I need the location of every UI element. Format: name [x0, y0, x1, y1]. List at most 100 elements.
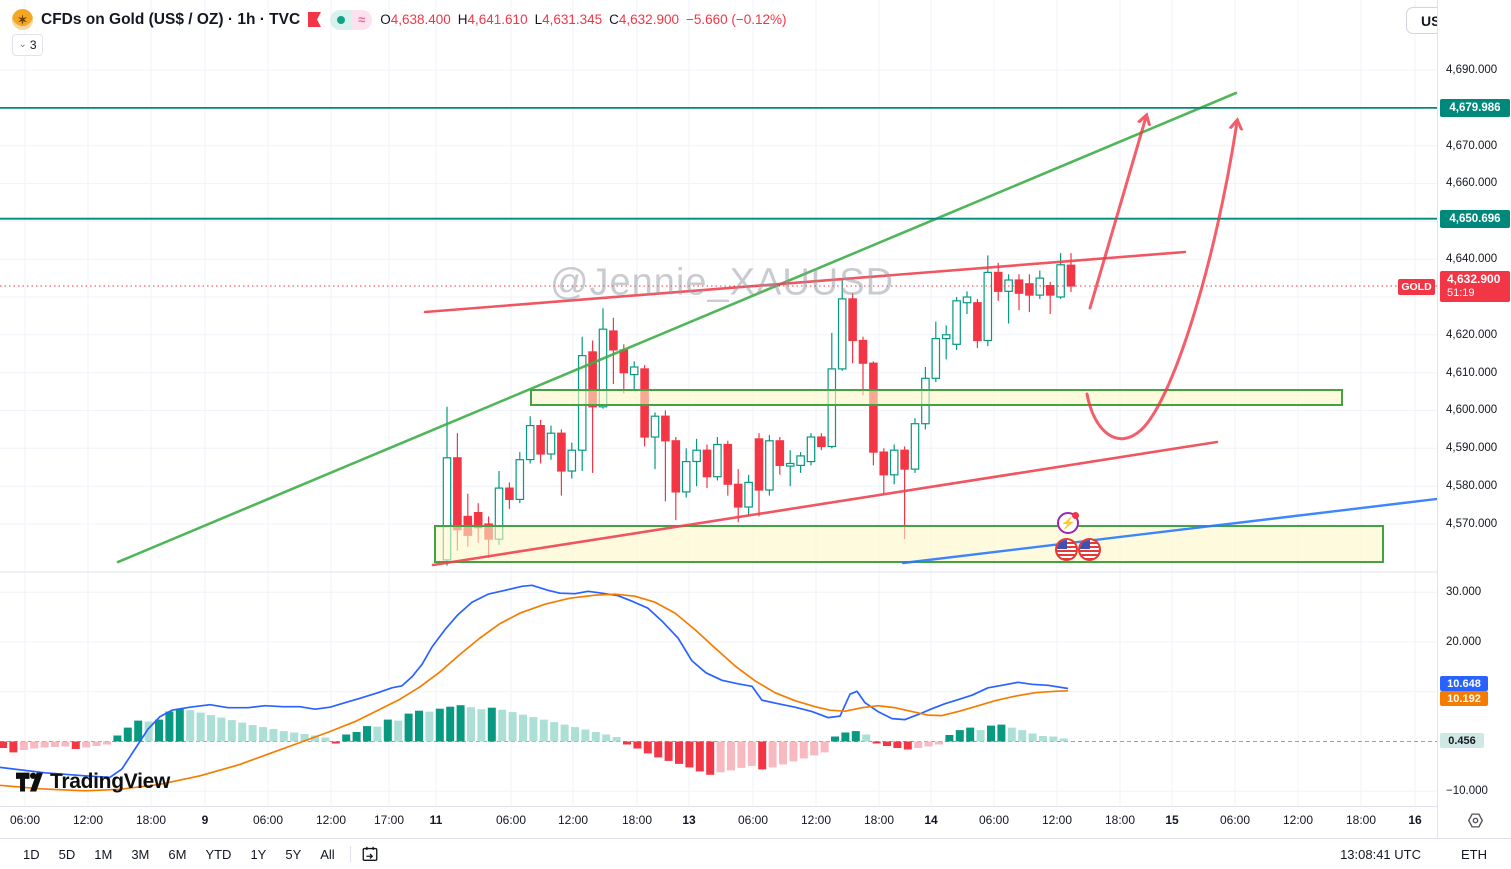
price-axis-label: 4,690.000 [1446, 64, 1498, 76]
candle [609, 330, 618, 351]
histogram-bar [227, 720, 236, 742]
range-button-3m[interactable]: 3M [131, 846, 150, 862]
market-status-pill[interactable]: ≈ [330, 9, 373, 30]
price-axis-label: 4,590.000 [1446, 442, 1498, 455]
price-axis-label: 4,640.000 [1446, 253, 1498, 266]
range-button-6m[interactable]: 6M [168, 846, 187, 862]
highlight-box[interactable] [434, 525, 1384, 563]
drawn-arrow[interactable] [1088, 117, 1146, 310]
tradingview-logo[interactable]: TradingView [16, 770, 170, 794]
histogram-bar [716, 741, 725, 773]
badge-price: 4,632.900 [1447, 272, 1501, 287]
open-label: O [380, 12, 391, 27]
time-axis[interactable]: 06:00 12:00 18:00 9 06:00 12:00 17:00 11 06:00 12… [0, 806, 1437, 839]
date-range-switcher: 1D 5D 1M 3M 6M YTD 1Y 5Y All [18, 844, 340, 865]
high-label: H [457, 12, 468, 27]
candle [931, 338, 941, 379]
price-axis-label: 4,580.000 [1446, 480, 1498, 493]
histogram-bar [248, 725, 257, 742]
candle [557, 432, 566, 472]
histogram-bar [352, 732, 361, 742]
highlight-box[interactable] [530, 389, 1343, 406]
histogram-bar [0, 741, 7, 748]
histogram-bar [123, 727, 132, 742]
price-level-badge: 4,679.986 [1440, 98, 1510, 117]
range-button-all[interactable]: All [320, 846, 335, 862]
macd-histogram [0, 705, 1068, 775]
green-uptrend-line[interactable] [116, 91, 1238, 564]
histogram-bar [924, 741, 933, 747]
watermark: @Jennie_XAUUSD [549, 261, 895, 304]
drawn-arrow[interactable] [1085, 122, 1237, 441]
histogram-bar [758, 741, 767, 770]
candle [973, 302, 982, 342]
candle [692, 449, 701, 463]
candle [952, 300, 961, 345]
candle [723, 443, 733, 485]
time-tick: 13 [682, 813, 696, 827]
range-button-1m[interactable]: 1M [94, 846, 113, 862]
histogram-bar [30, 741, 39, 749]
time-tick: 11 [429, 813, 443, 827]
histogram-bar [623, 741, 631, 745]
economic-event-icon[interactable]: ⚡ [1057, 512, 1079, 534]
candle [629, 366, 639, 376]
lightning-icon: ⚡ [1060, 516, 1076, 530]
open-value: 4,638.400 [390, 12, 451, 27]
candle [567, 449, 577, 472]
close-label: C [609, 12, 619, 27]
range-button-5d[interactable]: 5D [58, 846, 76, 862]
candle [713, 443, 722, 478]
histogram-bar [560, 724, 569, 742]
candle [848, 298, 857, 342]
object-tree-button[interactable]: ⌄ 3 [12, 34, 43, 56]
histogram-bar [706, 741, 715, 775]
candle [900, 449, 909, 470]
flag-icon[interactable] [308, 12, 322, 27]
histogram-bar [1028, 733, 1037, 742]
low-label: L [534, 12, 543, 27]
clock-utc[interactable]: 13:08:41 UTC [1340, 846, 1421, 862]
histogram-bar [363, 726, 371, 742]
histogram-bar [238, 722, 247, 742]
candle [858, 339, 868, 364]
range-button-1y[interactable]: 1Y [250, 846, 267, 862]
red-lower-trendline[interactable] [431, 440, 1219, 567]
candle [879, 451, 889, 476]
candle [869, 362, 878, 453]
low-value: 4,631.345 [542, 12, 603, 27]
blue-support-line[interactable] [901, 497, 1437, 565]
tradingview-logo-icon [16, 772, 43, 791]
symbol-title[interactable]: CFDs on Gold (US$ / OZ) · 1h · TVC [41, 10, 301, 28]
histogram-bar [955, 730, 964, 742]
range-button-5y[interactable]: 5Y [285, 846, 302, 862]
time-tick: 18:00 [863, 813, 895, 827]
price-axis[interactable]: 4,690.000 4,670.000 4,660.000 4,640.000 4,62… [1437, 0, 1511, 838]
scale-settings-icon[interactable] [1464, 809, 1486, 831]
us-flag-event-icon[interactable] [1055, 538, 1078, 561]
histogram-bar [893, 741, 902, 748]
histogram-bar [134, 720, 143, 742]
macd-signal-line [0, 593, 1069, 792]
red-upper-trendline[interactable] [423, 250, 1187, 314]
indicator-axis-label: −10.000 [1446, 785, 1488, 798]
market-session-label[interactable]: ETH [1461, 846, 1487, 862]
histogram-bar [571, 727, 579, 742]
chart-pane[interactable]: @Jennie_XAUUSD [0, 0, 1437, 806]
range-button-1d[interactable]: 1D [23, 846, 40, 862]
histogram-bar [997, 724, 1006, 742]
go-to-date-icon[interactable] [361, 845, 379, 863]
candle [1056, 264, 1065, 298]
histogram-bar [987, 725, 995, 742]
histogram-bar [300, 734, 309, 742]
histogram-bar [1049, 736, 1058, 742]
range-button-ytd[interactable]: YTD [205, 846, 232, 862]
candle [775, 440, 785, 466]
histogram-bar [415, 710, 423, 742]
histogram-bar [581, 729, 590, 742]
candle [515, 459, 525, 501]
candle [744, 481, 753, 508]
histogram-bar [664, 741, 673, 761]
chart-canvas[interactable] [0, 0, 1437, 806]
us-flag-event-icon[interactable] [1078, 538, 1101, 561]
